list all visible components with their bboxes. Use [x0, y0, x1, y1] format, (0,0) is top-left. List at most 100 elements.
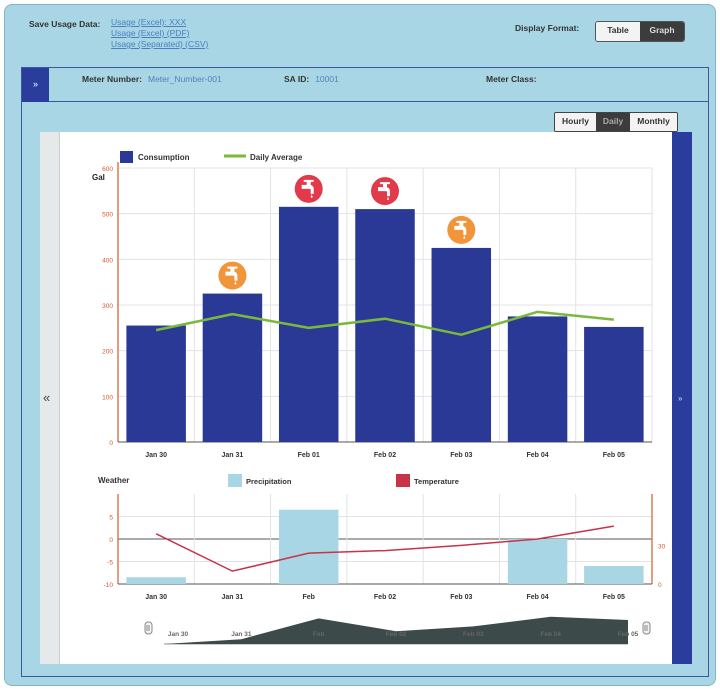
weather-right-tick-label: 30: [658, 543, 666, 550]
meter-info-row: » Meter Number: Meter_Number-001 SA ID: 10…: [22, 68, 708, 102]
meter-number-value: Meter_Number-001: [147, 74, 222, 84]
sa-id-label: SA ID:: [284, 74, 310, 84]
chevron-right-icon[interactable]: »: [678, 394, 683, 403]
temperature-legend-label: Temperature: [414, 477, 459, 486]
save-link-csv[interactable]: Usage (Separated) (CSV): [111, 39, 209, 49]
faucet-icon-drop: [463, 234, 466, 239]
display-format-toggle: Table Graph: [595, 21, 685, 42]
temperature-line: [155, 525, 614, 572]
precipitation-bar: [278, 509, 339, 584]
weather-x-tick-label: Feb 05: [603, 594, 625, 601]
faucet-icon-drop: [310, 193, 313, 198]
weather-label: Weather: [98, 476, 129, 485]
faucet-icon-glyph: [301, 179, 314, 194]
faucet-icon: [447, 215, 476, 244]
y-tick-label: 500: [102, 212, 113, 219]
weather-x-tick-label: Jan 30: [145, 594, 167, 601]
save-usage-label: Save Usage Data:: [29, 19, 101, 29]
weather-y-tick-label: -10: [104, 582, 114, 589]
period-toggle: Hourly Daily Monthly: [554, 112, 678, 132]
weather-x-tick-label: Feb 02: [374, 594, 396, 601]
navigator-tick-label: Jan 30: [168, 631, 189, 638]
sa-id-field: SA ID: 10001: [284, 74, 339, 84]
save-link-excel[interactable]: Usage (Excel): XXX: [111, 17, 187, 27]
faucet-icon: [218, 261, 247, 290]
navigator-handle[interactable]: [144, 621, 153, 635]
y-tick-label: 0: [109, 440, 113, 447]
navigator-tick-label: Feb: [313, 631, 325, 638]
save-links: Usage (Excel): XXX Usage (Excel) (PDF) U…: [111, 18, 208, 49]
faucet-icon-glyph: [454, 220, 467, 235]
usage-charts: Consumption Daily Average0100200300400500…: [92, 151, 666, 645]
faucet-icon: [371, 177, 399, 206]
faucet-icon-glyph: [225, 266, 238, 281]
consumption-bar: [431, 247, 492, 442]
faucet-icon-drop: [234, 280, 237, 285]
graph-format-button[interactable]: Graph: [640, 22, 684, 41]
consumption-bar: [202, 293, 263, 442]
monthly-button[interactable]: Monthly: [630, 113, 677, 131]
navigator-handle[interactable]: [642, 621, 651, 635]
x-tick-label: Feb 05: [603, 452, 625, 459]
precipitation-bar: [584, 566, 644, 584]
consumption-bar: [584, 326, 644, 442]
next-period-strip[interactable]: »: [672, 132, 692, 664]
y-axis-unit-label: Gal: [92, 173, 105, 182]
weather-y-tick-label: 0: [109, 537, 113, 544]
chart-area: « Consumption Daily Average 0 100 200 300 400 5…: [40, 132, 692, 664]
consumption-bar: [507, 316, 568, 442]
x-tick-label: Jan 30: [145, 452, 167, 459]
y-tick-label: 200: [102, 349, 113, 356]
x-tick-label: Feb 01: [298, 452, 320, 459]
navigator-area: [164, 616, 628, 644]
consumption-legend-swatch: [120, 151, 133, 163]
precipitation-legend-swatch: [228, 474, 242, 487]
meter-number-label: Meter Number:: [82, 74, 142, 84]
table-format-button[interactable]: Table: [596, 22, 640, 41]
faucet-icon-glyph: [378, 182, 390, 197]
faucet-icon: [294, 174, 323, 203]
display-format-label: Display Format:: [515, 23, 580, 33]
faucet-icon-drop: [387, 196, 389, 201]
save-link-pdf[interactable]: Usage (Excel) (PDF): [111, 28, 190, 38]
meter-number-field: Meter Number: Meter_Number-001: [82, 74, 222, 84]
navigator-tick-label: Feb 04: [540, 631, 561, 638]
top-bar: Save Usage Data: Usage (Excel): XXX Usag…: [29, 15, 701, 55]
navigator-tick-label: Feb 02: [386, 631, 407, 638]
precipitation-bar: [507, 539, 568, 584]
weather-x-tick-label: Feb 04: [526, 594, 548, 601]
navigator-tick-label: Feb 03: [463, 631, 484, 638]
x-tick-label: Jan 31: [222, 452, 244, 459]
usage-panel: Save Usage Data: Usage (Excel): XXX Usag…: [4, 4, 716, 686]
x-tick-label: Feb 02: [374, 452, 396, 459]
precipitation-bar: [126, 577, 186, 584]
consumption-bar: [355, 209, 415, 442]
sa-id-value: 10001: [315, 74, 339, 84]
daily-average-line: [155, 310, 614, 336]
weather-x-tick-label: Jan 31: [222, 594, 244, 601]
navigator-tick-label: Jan 31: [231, 631, 252, 638]
weather-right-tick-label: 0: [658, 582, 662, 589]
weather-x-tick-label: Feb: [302, 594, 314, 601]
daily-average-legend-label: Daily Average: [250, 153, 303, 162]
navigator-tick-label: Feb 05: [618, 631, 639, 638]
prev-period-strip[interactable]: «: [40, 132, 60, 664]
meter-class-label: Meter Class:: [486, 74, 537, 84]
faucet-icon-circle: [371, 177, 399, 206]
daily-button[interactable]: Daily: [595, 113, 631, 131]
y-tick-label: 300: [102, 303, 113, 310]
precipitation-legend-label: Precipitation: [246, 477, 292, 486]
x-tick-label: Feb 03: [450, 452, 472, 459]
x-tick-label: Feb 04: [526, 452, 548, 459]
y-tick-label: 100: [102, 394, 113, 401]
consumption-bar: [126, 325, 186, 442]
chevron-left-icon[interactable]: «: [43, 390, 51, 405]
hourly-button[interactable]: Hourly: [555, 113, 596, 131]
y-tick-label: 400: [102, 257, 113, 264]
weather-y-tick-label: 5: [109, 515, 113, 522]
consumption-legend-label: Consumption: [138, 153, 190, 162]
meter-panel: » Meter Number: Meter_Number-001 SA ID: 10…: [21, 67, 709, 677]
collapse-button[interactable]: »: [22, 68, 49, 102]
y-tick-label: 600: [102, 166, 113, 173]
weather-x-tick-label: Feb 03: [450, 594, 472, 601]
